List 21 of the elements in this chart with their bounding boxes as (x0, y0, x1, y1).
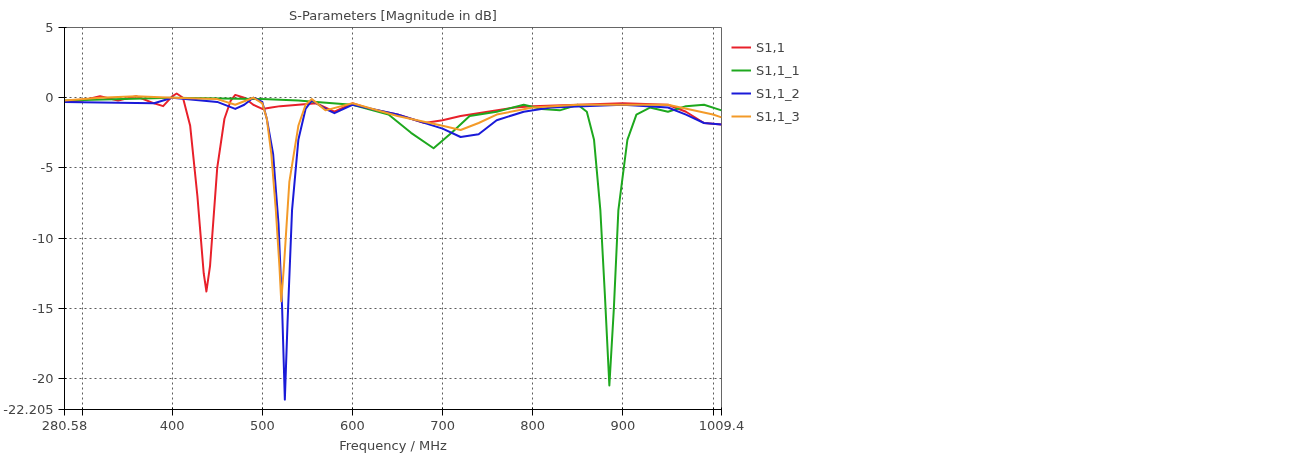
x-axis-title: Frequency / MHz (339, 437, 447, 453)
x-tick-label: 700 (430, 417, 456, 433)
y-tick-label: 5 (45, 20, 54, 35)
y-tick-label: 0 (45, 90, 54, 106)
chart-title: S-Parameters [Magnitude in dB] (289, 7, 497, 23)
legend-label: S1,1_3 (756, 108, 800, 124)
x-tick-label: 900 (610, 417, 636, 433)
y-tick-label: -15 (32, 300, 54, 316)
y-tick-label: -20 (32, 371, 54, 387)
x-tick-label: 500 (249, 417, 275, 433)
x-tick-label: 800 (520, 417, 546, 433)
y-tick-label: -10 (32, 230, 54, 246)
x-tick-label: 600 (340, 417, 365, 433)
x-tick-label: 1009.4 (698, 417, 745, 433)
y-tick-label: -5 (40, 160, 54, 176)
x-tick-label: 400 (159, 417, 185, 433)
legend-label: S1,1_2 (756, 85, 800, 101)
legend-label: S1,1_1 (756, 62, 800, 78)
x-tick-label: 280.58 (41, 417, 88, 433)
y-tick-label: -22.205 (3, 402, 54, 417)
legend-label: S1,1 (756, 39, 785, 55)
